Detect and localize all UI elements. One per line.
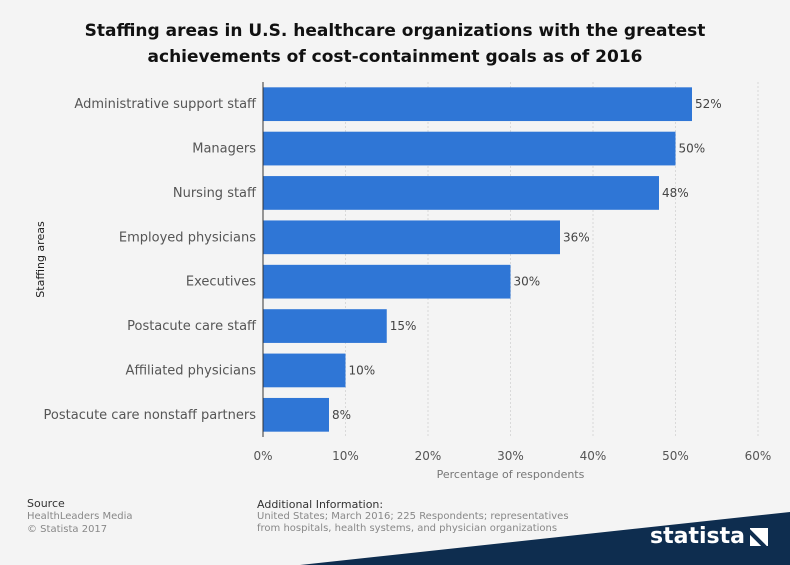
bar[interactable] xyxy=(263,87,692,122)
additional-info-line-2: from hospitals, health systems, and phys… xyxy=(257,523,558,534)
statista-mark-icon xyxy=(750,527,768,546)
x-tick-label: 40% xyxy=(580,449,607,463)
x-tick-label: 60% xyxy=(745,449,772,463)
category-label: Postacute care nonstaff partners xyxy=(44,408,257,423)
statista-logo[interactable]: statista xyxy=(650,524,768,549)
source-line-1: HealthLeaders Media xyxy=(27,511,133,522)
grid-lines xyxy=(345,82,759,437)
value-label: 36% xyxy=(563,230,590,244)
x-axis-title: Percentage of respondents xyxy=(437,468,585,481)
source-line-2: © Statista 2017 xyxy=(27,524,108,535)
x-tick-label: 0% xyxy=(253,449,272,463)
x-tick-label: 50% xyxy=(662,449,689,463)
bar[interactable] xyxy=(263,397,329,432)
statista-wordmark: statista xyxy=(650,524,745,549)
bar[interactable] xyxy=(263,176,659,210)
category-label: Nursing staff xyxy=(173,186,257,201)
labels: 0% 10% 20% 30% 40% 50% 60% Administrative suppo… xyxy=(44,97,772,463)
bar[interactable] xyxy=(263,264,511,299)
bar[interactable] xyxy=(263,131,676,166)
bar-chart: 0% 10% 20% 30% 40% 50% 60% Administrative suppo… xyxy=(34,82,772,481)
chart-title-line-2: achievements of cost-containment goals a… xyxy=(147,47,643,67)
additional-info-heading: Additional Information: xyxy=(257,498,384,511)
category-label: Administrative support staff xyxy=(74,97,257,112)
category-label: Employed physicians xyxy=(119,230,256,245)
x-tick-label: 10% xyxy=(332,449,359,463)
chart-title-line-1: Staffing areas in U.S. healthcare organi… xyxy=(84,21,706,41)
category-label: Postacute care staff xyxy=(127,319,257,334)
chart-title: Staffing areas in U.S. healthcare organi… xyxy=(0,18,790,70)
bars xyxy=(263,87,692,432)
brand-band xyxy=(0,512,790,565)
category-label: Executives xyxy=(186,275,256,290)
value-label: 30% xyxy=(514,275,541,289)
bar[interactable] xyxy=(263,220,560,255)
additional-info-block: Additional Information: United States; M… xyxy=(257,499,587,535)
y-axis-title: Staffing areas xyxy=(34,221,47,298)
source-block: Source HealthLeaders Media © Statista 20… xyxy=(27,497,133,536)
value-label: 48% xyxy=(662,186,689,200)
brand-band-shape xyxy=(0,512,790,565)
bar[interactable] xyxy=(263,353,346,388)
additional-info-line-1: United States; March 2016; 225 Responden… xyxy=(257,511,569,522)
source-heading: Source xyxy=(27,497,65,510)
value-label: 10% xyxy=(349,363,376,377)
category-label: Affiliated physicians xyxy=(126,363,257,378)
bar[interactable] xyxy=(263,309,387,343)
value-label: 50% xyxy=(679,142,706,156)
value-label: 8% xyxy=(332,408,351,422)
value-label: 52% xyxy=(695,97,722,111)
value-label: 15% xyxy=(390,319,417,333)
category-label: Managers xyxy=(192,142,256,157)
x-tick-label: 30% xyxy=(497,449,524,463)
x-tick-label: 20% xyxy=(415,449,442,463)
